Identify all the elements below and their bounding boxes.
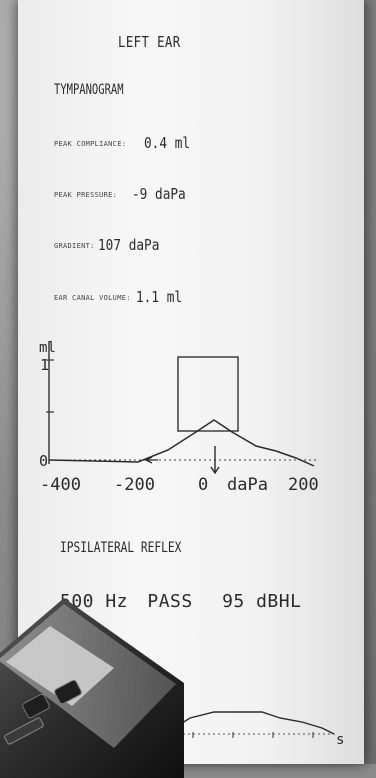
peak-compliance-label: PEAK COMPLIANCE:: [54, 140, 127, 148]
normal-range-box: [177, 356, 239, 432]
reflex-title: IPSILATERAL REFLEX: [60, 540, 182, 556]
x-tick-neg400: -400: [40, 475, 81, 495]
y-unit-label: ml: [39, 340, 56, 356]
reflex-curve: [167, 711, 335, 735]
ear-canal-volume-value: 1.1 ml: [136, 288, 183, 306]
reflex-result-line: 500 Hz PASS 95 dBHL: [60, 591, 301, 612]
y-tick-0: 0: [39, 452, 48, 470]
ear-canal-volume-label: EAR CANAL VOLUME:: [54, 294, 131, 302]
tympanogram-curve: [48, 419, 315, 467]
reflex-x-unit: s: [336, 732, 344, 748]
peak-pressure-value: -9 daPa: [132, 185, 186, 203]
y-tick-1: 1: [40, 356, 49, 374]
printer-button-1: [22, 693, 50, 719]
x-tick-neg200: -200: [114, 475, 155, 495]
peak-compliance-value: 0.4 ml: [144, 134, 191, 152]
peak-arrow: [210, 446, 220, 475]
x-tick-200: 200: [288, 475, 319, 495]
gradient-label: GRADIENT:: [54, 242, 95, 250]
tympanogram-plot: ml 1 0 -400 -200 0 daPa 200: [39, 340, 319, 495]
peak-pressure-label: PEAK PRESSURE:: [54, 191, 118, 199]
reflex-level: 95 dBHL: [222, 591, 302, 612]
printer-button-2: [54, 679, 82, 705]
reflex-result: PASS: [147, 591, 193, 612]
section-title: TYMPANOGRAM: [54, 82, 124, 98]
ear-title: LEFT EAR: [118, 33, 181, 51]
left-arrow: [144, 456, 158, 464]
reflex-frequency: 500 Hz: [60, 591, 129, 612]
x-tick-0: 0: [198, 475, 208, 495]
gradient-value: 107 daPa: [98, 236, 160, 254]
printer-device: [0, 598, 184, 778]
x-unit-label: daPa: [227, 475, 268, 495]
